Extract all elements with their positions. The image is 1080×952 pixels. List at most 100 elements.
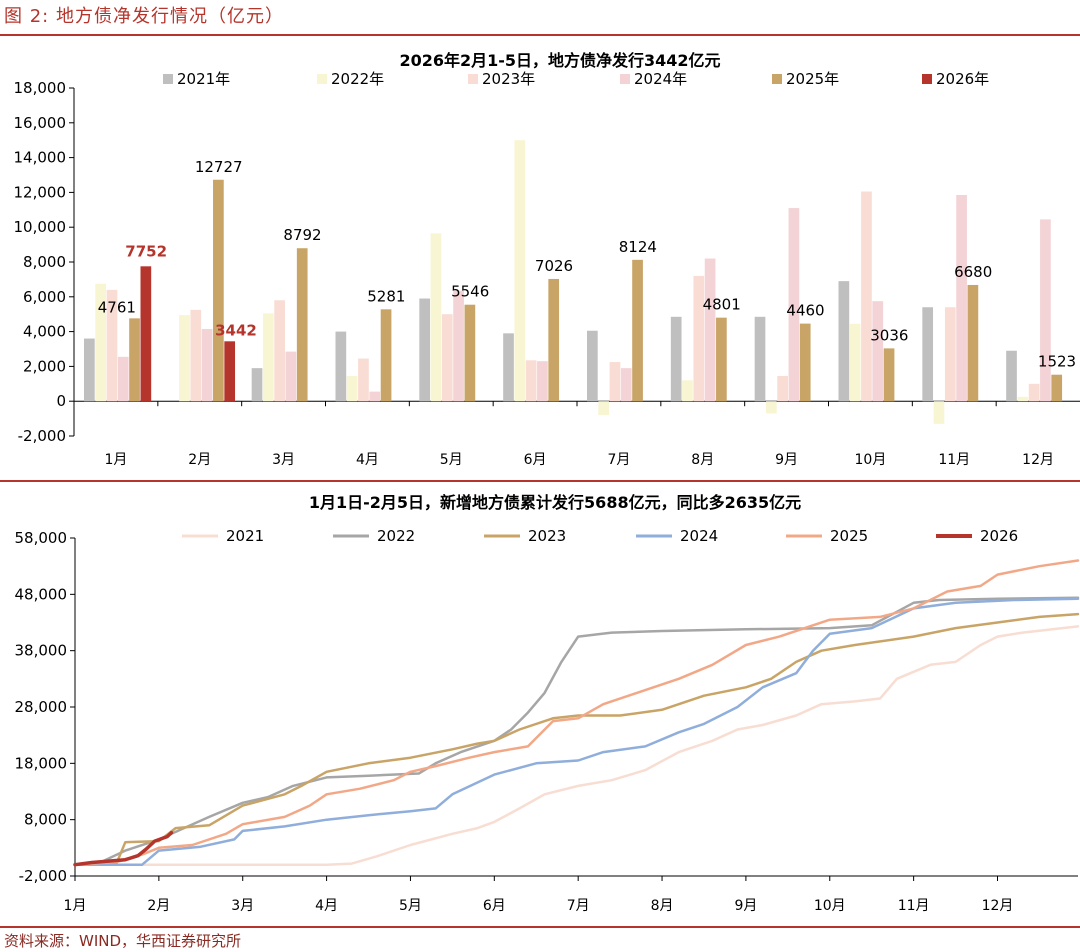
series-line-2021 (73, 625, 1080, 866)
bar-2025-7 (632, 259, 643, 402)
data-label: 1523 (1038, 353, 1076, 371)
bar-2023-7 (609, 362, 621, 402)
y-tick-label: 8,000 (24, 811, 67, 829)
x-tick-label: 11月 (938, 452, 970, 468)
bar-2024-2 (201, 328, 213, 402)
series-line-2022 (73, 596, 1080, 866)
y-tick-label: 2,000 (23, 357, 66, 375)
bar-2022-12 (1017, 396, 1029, 402)
x-tick-label: 10月 (814, 898, 846, 914)
legend-swatch-2022 (317, 74, 327, 84)
line-chart-axes: -2,000 8,000 18,000 28,000 38,000 48,000 58,00… (15, 529, 1078, 914)
data-label: 3036 (870, 326, 908, 344)
x-tick-label: 9月 (734, 898, 757, 914)
y-tick-label: 28,000 (15, 698, 68, 716)
bar-2025-1 (129, 318, 140, 402)
legend-label: 2024年 (634, 70, 687, 88)
x-tick-label: 3月 (272, 452, 295, 468)
bar-2021-3 (251, 368, 263, 402)
data-label: 4460 (786, 302, 824, 320)
line-chart-title: 1月1日-2月5日，新增地方债累计发行5688亿元，同比多2635亿元 (309, 493, 801, 512)
x-tick-label: 8月 (651, 898, 674, 914)
bar-2021-9 (754, 316, 766, 402)
legend-label: 2026 (980, 527, 1018, 545)
line-chart-series (73, 559, 1080, 867)
bar-2022-6 (514, 140, 526, 402)
bar-2023-9 (777, 375, 788, 402)
data-label: 7026 (535, 257, 573, 275)
bar-2021-4 (335, 331, 347, 402)
legend-label: 2023 (528, 527, 566, 545)
bar-2023-10 (861, 191, 872, 402)
bar-2022-2 (179, 315, 190, 402)
bar-2022-1 (95, 283, 106, 402)
x-tick-label: 4月 (356, 452, 379, 468)
data-label: 4801 (703, 296, 741, 314)
bar-2022-7 (598, 401, 609, 416)
source-note: 资料来源：WIND，华西证券研究所 (4, 932, 242, 950)
bar-2023-2 (190, 309, 202, 402)
bar-2021-6 (503, 333, 514, 402)
legend-label: 2025 (830, 527, 868, 545)
bar-chart-bars (84, 140, 1063, 424)
line-chart: 1月1日-2月5日，新增地方债累计发行5688亿元，同比多2635亿元 2021… (15, 493, 1080, 914)
x-tick-label: 4月 (315, 898, 338, 914)
legend-label: 2024 (680, 527, 718, 545)
x-tick-label: 7月 (567, 898, 590, 914)
bar-2023-11 (944, 307, 956, 402)
bar-2025-11 (967, 284, 979, 402)
legend-label: 2021 (226, 527, 264, 545)
y-tick-label: -2,000 (18, 427, 66, 445)
bar-chart-legend: 2021年 2022年 2023年 2024年 2025年 2026年 (163, 70, 989, 88)
x-tick-label: 12月 (982, 898, 1014, 914)
bar-2024-12 (1040, 219, 1051, 402)
bar-2024-3 (285, 351, 297, 402)
x-tick-label: 3月 (231, 898, 254, 914)
data-label: 12727 (195, 158, 243, 176)
y-tick-label: 4,000 (23, 323, 66, 341)
bar-2021-8 (670, 316, 682, 402)
bar-chart-data-labels: 4761 7752 12727 3442 8792 5281 5546 7026 8124 480… (98, 158, 1076, 371)
data-label: 5281 (367, 287, 405, 305)
bar-2022-3 (262, 313, 274, 402)
x-tick-label: 12月 (1022, 452, 1054, 468)
y-tick-label: -2,000 (19, 867, 67, 885)
data-label: 4761 (98, 298, 136, 316)
bar-2024-1 (117, 356, 129, 402)
legend-label: 2025年 (786, 70, 839, 88)
x-tick-label: 5月 (440, 452, 463, 468)
legend-label: 2023年 (482, 70, 535, 88)
series-line-2024 (73, 597, 1080, 866)
data-label: 5546 (451, 283, 489, 301)
bar-2024-4 (369, 391, 381, 402)
title-rule (0, 34, 1080, 36)
y-tick-label: 8,000 (23, 253, 66, 271)
bar-2024-7 (620, 368, 632, 402)
bar-2025-2 (213, 179, 224, 402)
x-tick-label: 8月 (691, 452, 714, 468)
bar-2025-9 (799, 323, 811, 402)
bar-2024-8 (704, 258, 716, 402)
bar-chart-axes: -2,000 0 2,000 4,000 6,000 8,000 10,000 12,000 1… (14, 79, 1080, 468)
bar-2025-4 (380, 309, 392, 402)
y-tick-label: 10,000 (14, 218, 67, 236)
legend-swatch-2026 (922, 74, 932, 84)
bar-2021-10 (838, 281, 850, 402)
y-tick-label: 0 (56, 392, 66, 410)
y-tick-label: 58,000 (15, 529, 68, 547)
bar-2023-4 (358, 358, 369, 402)
bar-2024-5 (453, 290, 464, 402)
bar-2022-9 (765, 401, 777, 414)
bar-2024-6 (537, 361, 548, 402)
bar-chart: 2026年2月1-5日，地方债净发行3442亿元 2021年 2022年 2023年… (14, 51, 1080, 468)
y-tick-label: 38,000 (15, 642, 68, 660)
bottom-rule (0, 926, 1080, 928)
bar-2022-10 (849, 323, 861, 402)
x-tick-label: 7月 (607, 452, 630, 468)
bar-2026-1 (140, 266, 152, 402)
legend-label: 2022 (377, 527, 415, 545)
series-line-2023 (73, 612, 1080, 866)
bar-2023-1 (106, 289, 118, 402)
legend-swatch-2024 (620, 74, 630, 84)
legend-label: 2022年 (331, 70, 384, 88)
